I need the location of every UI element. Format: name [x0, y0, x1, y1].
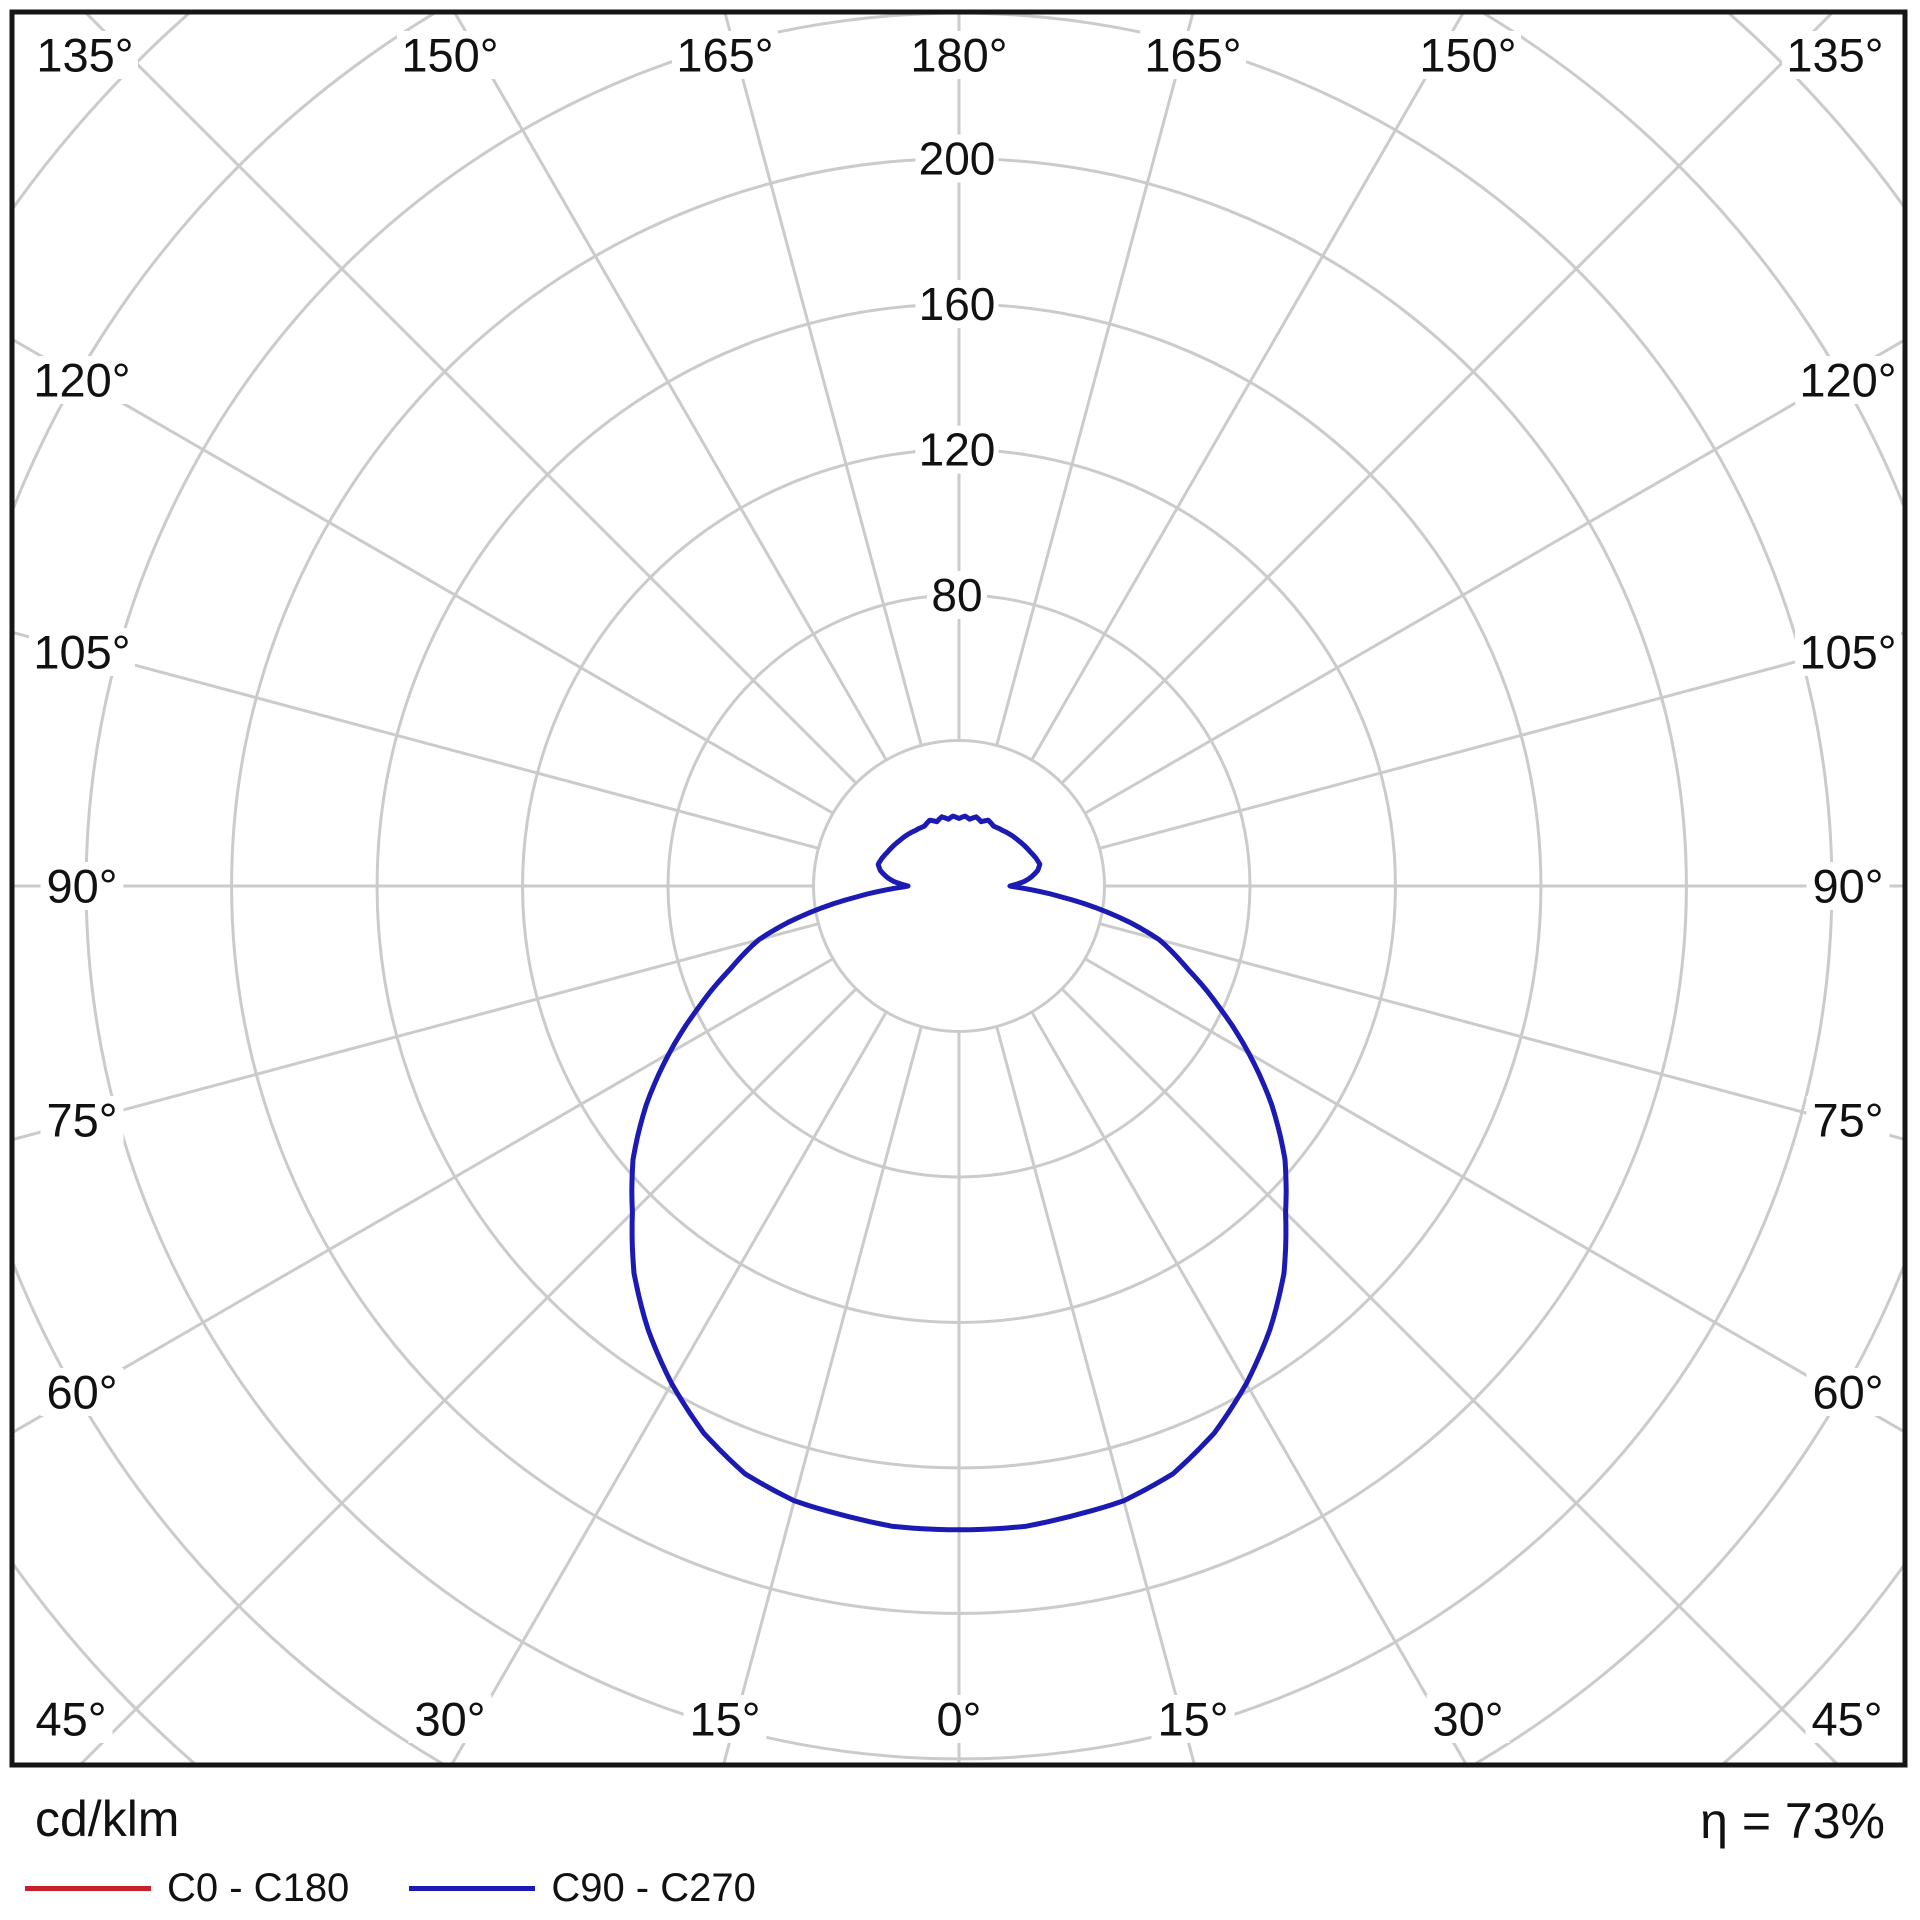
label-mask: [29, 356, 135, 404]
label-mask: [1806, 1368, 1890, 1416]
ring-value-label: 160: [919, 278, 996, 330]
grid-spoke: [14, 631, 819, 850]
c90-c270-curve: [629, 813, 1289, 1533]
label-mask: [1782, 31, 1888, 79]
angle-label-left: 105°: [33, 626, 130, 679]
label-mask: [1795, 628, 1901, 676]
grid-spoke: [995, 1026, 1196, 1763]
grid-spoke: [14, 338, 834, 815]
label-mask: [915, 134, 999, 183]
angle-label-top: 150°: [1419, 29, 1516, 82]
angle-label-top: 135°: [1786, 29, 1883, 82]
grid-spoke: [1084, 957, 1903, 1433]
angle-label-right: 60°: [1812, 1366, 1883, 1419]
label-mask: [906, 31, 1012, 79]
label-mask: [929, 1695, 989, 1743]
grid-spoke: [1030, 14, 1465, 761]
label-mask: [683, 1695, 767, 1743]
grid-spoke: [14, 922, 819, 1141]
grid-spoke: [14, 957, 834, 1434]
angle-label-top: 165°: [676, 29, 773, 82]
ring-value-label: 200: [919, 133, 996, 185]
label-mask: [1805, 1695, 1889, 1743]
angle-label-bottom: 45°: [1811, 1693, 1882, 1746]
legend-label-c0-c180: C0 - C180: [167, 1866, 350, 1910]
grid-spoke: [722, 1026, 923, 1763]
grid-ring: [812, 739, 1106, 1033]
angle-label-right: 105°: [1799, 626, 1896, 679]
label-mask: [1426, 1695, 1510, 1743]
c90-c270-line-swatch: [409, 1886, 536, 1891]
legend-label-c90-c270: C90 - C270: [551, 1866, 756, 1910]
plot-frame: [9, 9, 1908, 1768]
grid-spoke: [1084, 339, 1903, 815]
label-mask: [397, 31, 503, 79]
grid-spoke: [1099, 631, 1903, 850]
legend-item-c90-c270: C90 - C270: [409, 1866, 756, 1911]
grid-spoke: [723, 14, 923, 746]
label-mask: [1140, 31, 1246, 79]
legend-item-c0-c180: C0 - C180: [25, 1866, 349, 1911]
angle-label-bottom: 45°: [35, 1693, 106, 1746]
label-mask: [1151, 1695, 1235, 1743]
angle-label-bottom: 30°: [1432, 1693, 1503, 1746]
angle-label-left: 60°: [46, 1366, 117, 1419]
angle-label-bottom: 0°: [937, 1693, 982, 1746]
angle-label-left: 90°: [46, 860, 117, 913]
label-masks: [29, 31, 1901, 1743]
label-mask: [408, 1695, 492, 1743]
grid-spoke: [450, 1011, 888, 1763]
angle-label-top: 150°: [401, 29, 498, 82]
grid-spoke: [1030, 1011, 1468, 1763]
label-mask: [915, 280, 999, 329]
label-mask: [32, 31, 138, 79]
label-mask: [1806, 1096, 1890, 1144]
grid-spoke: [995, 14, 1195, 746]
label-mask: [40, 862, 124, 910]
angle-label-left: 75°: [46, 1094, 117, 1147]
angle-label-right: 90°: [1812, 860, 1883, 913]
angle-label-bottom: 15°: [1157, 1693, 1228, 1746]
angle-label-bottom: 30°: [414, 1693, 485, 1746]
label-mask: [672, 31, 778, 79]
label-mask: [1795, 356, 1901, 404]
angle-label-bottom: 15°: [689, 1693, 760, 1746]
angle-label-top: 165°: [1144, 29, 1241, 82]
label-mask: [29, 628, 135, 676]
ring-value-label: 120: [919, 424, 996, 476]
label-mask: [915, 425, 999, 474]
ring-value-label: 80: [931, 569, 982, 621]
unit-label: cd/klm: [35, 1791, 180, 1847]
efficiency-label: η = 73%: [1700, 1793, 1885, 1849]
angle-label-left: 120°: [33, 354, 130, 407]
angle-label-top: 135°: [36, 29, 133, 82]
label-mask: [927, 571, 987, 620]
label-mask: [29, 1695, 113, 1743]
grid-spoke: [1099, 922, 1903, 1141]
c0-c180-line-swatch: [25, 1886, 151, 1891]
legend: C0 - C180 C90 - C270: [25, 1866, 756, 1911]
grid-spoke: [453, 14, 888, 761]
grid-spoke: [79, 987, 858, 1763]
angle-label-right: 75°: [1812, 1094, 1883, 1147]
grid-spoke: [1060, 987, 1839, 1763]
axis-labels: 80 120 160 200 45° 30° 15° 0° 15° 30° 45° 135° 150° 1…: [33, 29, 1896, 1746]
angle-label-right: 120°: [1799, 354, 1896, 407]
label-mask: [1806, 862, 1890, 910]
label-mask: [1415, 31, 1521, 79]
angle-label-top: 180°: [910, 29, 1007, 82]
label-mask: [40, 1368, 124, 1416]
label-mask: [40, 1096, 124, 1144]
